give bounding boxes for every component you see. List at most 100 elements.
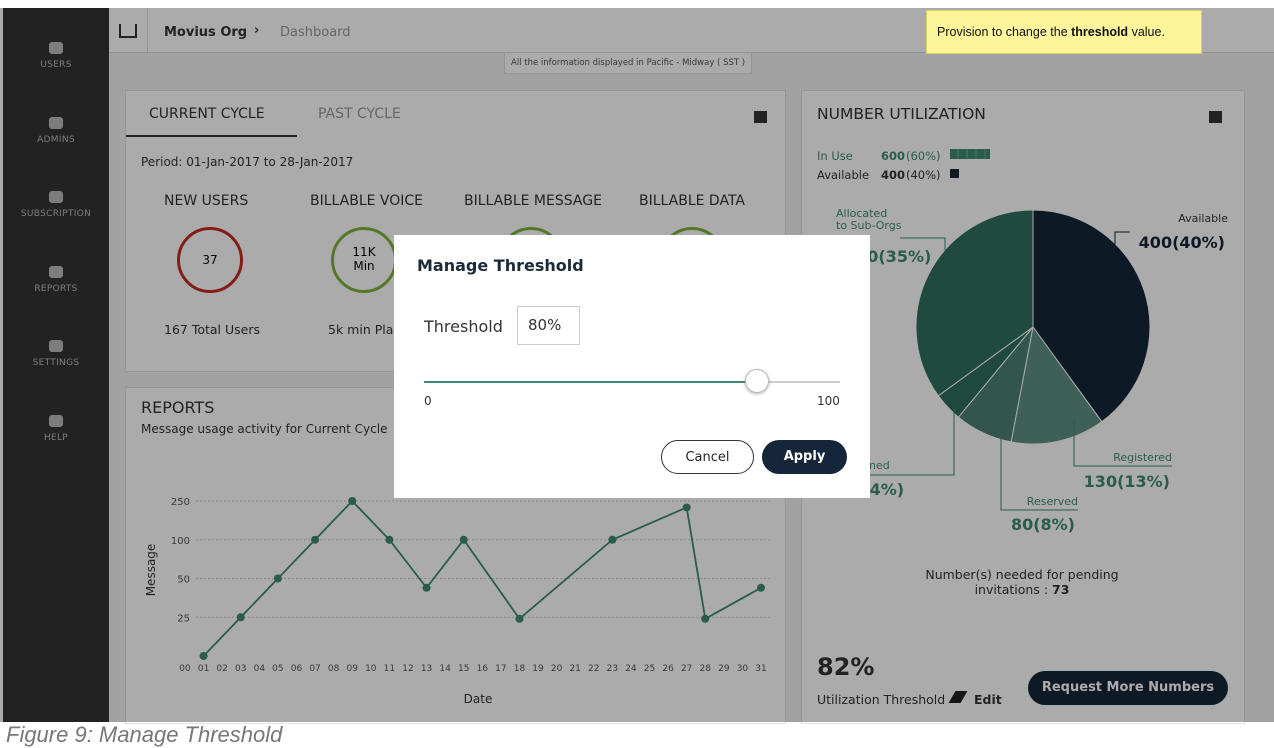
download-icon[interactable] [754, 111, 767, 123]
x-tick-label: 16 [477, 664, 489, 674]
tooltip-bold: threshold [1071, 25, 1129, 39]
nav-label: USERS [40, 60, 72, 70]
slice-name: Allocated to Sub-Orgs [836, 207, 902, 232]
stat-value: 11K [352, 245, 376, 259]
x-tick-label: 09 [346, 664, 358, 674]
leader-line [1000, 430, 1078, 511]
tab-underline [126, 135, 297, 137]
point [199, 652, 208, 660]
slider-track[interactable] [424, 369, 840, 393]
nav-label: ADMINS [37, 134, 75, 145]
stat-footer: 167 Total Users [164, 322, 261, 337]
point [273, 574, 282, 583]
slider-min: 0 [424, 394, 432, 408]
slider-fill [424, 381, 757, 383]
stat-unit: Min [353, 259, 375, 273]
pending-value: 73 [1052, 582, 1070, 597]
y-tick-label: 250 [171, 497, 190, 508]
threshold-label: Utilization Threshold [817, 692, 946, 707]
tooltip-text: value. [1131, 25, 1165, 39]
pending-text: Number(s) needed for pending invitations… [912, 567, 1132, 597]
x-tick-label: 14 [439, 664, 451, 674]
stat-title: BILLABLE DATA [639, 193, 745, 209]
apply-button[interactable]: Apply [762, 440, 847, 474]
x-tick-label: 15 [458, 664, 469, 674]
slice-name: Registered [1113, 451, 1172, 464]
stat-title: BILLABLE VOICE [310, 193, 424, 209]
y-tick-label: 100 [171, 536, 190, 547]
x-tick-label: 22 [588, 664, 599, 674]
x-tick-label: 13 [421, 664, 432, 674]
reports-subtitle: Message usage activity for Current Cycle [141, 422, 388, 436]
point [385, 535, 394, 544]
pie-slice [915, 209, 1034, 397]
legend-count: 400 [881, 168, 906, 182]
x-tick-label: 01 [198, 664, 209, 674]
nav-item[interactable]: SUBSCRIPTION [3, 191, 109, 219]
x-tick-label: 17 [495, 664, 506, 674]
nav-icon [49, 191, 63, 203]
x-tick-label: 06 [291, 664, 303, 674]
modal-title: Manage Threshold [417, 256, 584, 275]
slider-knob[interactable] [744, 369, 769, 393]
threshold-label: Threshold [424, 317, 503, 336]
point [701, 614, 710, 623]
nav-item[interactable]: SETTINGS [3, 340, 109, 368]
x-tick-label: 31 [755, 664, 766, 674]
x-tick-label: 05 [272, 664, 283, 674]
tab-current[interactable]: CURRENT CYCLE [149, 106, 265, 122]
tab-past[interactable]: PAST CYCLE [318, 106, 401, 122]
x-tick-label: 25 [644, 664, 655, 674]
x-tick-label: 20 [551, 664, 563, 674]
leader-line [900, 237, 946, 250]
x-tick-label: 19 [532, 664, 544, 674]
slice-name-line: Allocated [836, 207, 887, 220]
nav-label: HELP [43, 432, 69, 443]
slice-name: Available [1178, 212, 1228, 225]
nav-label: SETTINGS [32, 358, 80, 368]
nav-icon [49, 414, 63, 427]
x-tick-label: 23 [607, 664, 618, 674]
timezone-note: All the information displayed in Pacific… [504, 52, 753, 74]
download-icon[interactable] [1209, 111, 1222, 123]
breadcrumb-org[interactable]: Movius Org [164, 25, 248, 40]
nav-label: REPORTS [34, 283, 78, 294]
edit-link[interactable]: Edit [974, 692, 1002, 707]
stat-title: NEW USERS [164, 193, 249, 209]
nav-item[interactable]: HELP [3, 414, 109, 443]
point [422, 583, 431, 592]
nav-label: SUBSCRIPTION [20, 209, 92, 219]
legend-pct: (60%) [906, 149, 941, 163]
nav-icon [49, 265, 63, 278]
point [608, 535, 617, 544]
leader-line [1114, 231, 1130, 262]
x-tick-label: 28 [700, 664, 712, 674]
x-tick-label: 11 [384, 664, 395, 674]
x-tick-label: 26 [662, 664, 674, 674]
request-button[interactable]: Request More Numbers [1028, 671, 1228, 705]
legend-name: In Use [817, 149, 853, 163]
slice-name-line: to Sub-Orgs [836, 219, 902, 232]
slice-label: 400(40%) [1139, 233, 1225, 252]
nav-item[interactable]: ADMINS [3, 116, 109, 145]
x-tick-label: 24 [625, 664, 637, 674]
pie-slice [1010, 325, 1103, 445]
stat-value: 37 [202, 253, 218, 267]
threshold-input[interactable]: 80% [517, 306, 580, 345]
x-tick-label: 30 [737, 664, 749, 674]
x-tick-label: 18 [514, 664, 526, 674]
nav-item[interactable]: REPORTS [3, 265, 109, 294]
cancel-button[interactable]: Cancel [661, 440, 754, 474]
point [236, 613, 245, 622]
nav-item[interactable]: USERS [3, 42, 109, 70]
legend-pct: (40%) [906, 168, 941, 182]
sidebar: USERS ADMINS SUBSCRIPTION REPORTS SETTINGS HE… [3, 8, 109, 722]
x-tick-label: 29 [718, 664, 730, 674]
x-tick-label: 27 [681, 664, 692, 674]
y-tick-label: 25 [177, 613, 190, 624]
stat-title: BILLABLE MESSAGE [464, 193, 602, 209]
org-icon [119, 24, 137, 38]
pie-slice [1032, 209, 1151, 423]
